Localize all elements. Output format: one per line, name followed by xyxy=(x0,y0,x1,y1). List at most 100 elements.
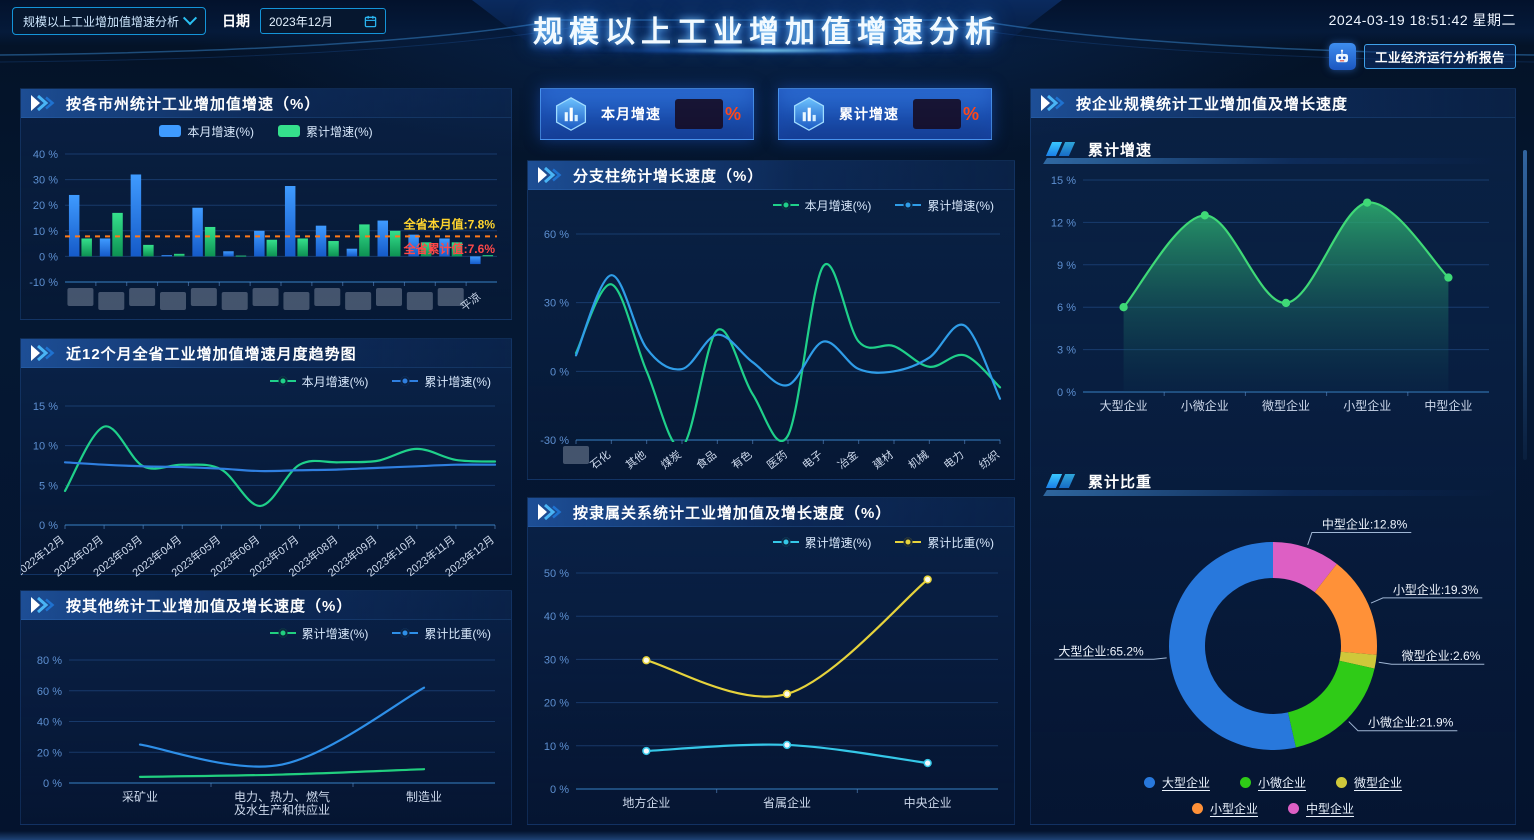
svg-text:80 %: 80 % xyxy=(37,655,62,667)
legend-label: 小微企业 xyxy=(1257,776,1306,790)
legend-item[interactable]: 中型企业 xyxy=(1288,800,1354,817)
panel-header: 按隶属关系统计工业增加值及增长速度（%） xyxy=(528,498,1014,527)
legend-dot xyxy=(1143,777,1155,788)
legend-label: 累计增速(%) xyxy=(424,374,491,389)
panel-title: 按其他统计工业增加值及增长速度（%） xyxy=(66,597,353,615)
legend-label: 中型企业 xyxy=(1306,802,1355,816)
legend-item[interactable]: 累计增速(%) xyxy=(895,197,994,214)
legend-marker xyxy=(895,541,922,543)
svg-text:20 %: 20 % xyxy=(544,698,569,710)
legend-item[interactable]: 本月增速(%) xyxy=(159,123,254,140)
legend-item[interactable]: 累计比重(%) xyxy=(895,534,994,551)
report-row: 工业经济运行分析报告 xyxy=(1328,43,1516,70)
pie-slice-小微企业[interactable] xyxy=(1287,660,1375,748)
svg-text:60 %: 60 % xyxy=(37,686,62,698)
svg-text:有色: 有色 xyxy=(729,447,755,472)
legend-item[interactable]: 累计比重(%) xyxy=(392,625,491,642)
report-type-select[interactable]: 规模以上工业增加值增速分析 xyxy=(12,7,206,35)
svg-text:全省累计值:7.6%: 全省累计值:7.6% xyxy=(403,241,496,256)
panel-arrow-icon xyxy=(31,345,55,361)
slash-icon xyxy=(1058,142,1076,156)
svg-text:40 %: 40 % xyxy=(33,149,58,161)
chevron-down-icon xyxy=(182,11,198,26)
legend-dot xyxy=(1191,803,1203,814)
legend-label: 大型企业 xyxy=(1161,776,1210,790)
report-button[interactable]: 工业经济运行分析报告 xyxy=(1363,44,1516,69)
panel-arrow-icon xyxy=(31,95,55,111)
bar-chart-icon xyxy=(553,96,589,132)
svg-text:电力: 电力 xyxy=(941,448,966,472)
bottom-glow xyxy=(0,831,1534,840)
svg-text:制造业: 制造业 xyxy=(406,790,442,804)
panel-title: 按企业规模统计工业增加值及增长速度 xyxy=(1076,95,1349,113)
header: 规模以上工业增加值增速分析 日期 2023年12月 规模以上工业增加值增速分析 xyxy=(0,0,1534,80)
legend-marker xyxy=(269,632,296,634)
legend-label: 本月增速(%) xyxy=(301,374,369,389)
panel-header: 分支柱统计增长速度（%） xyxy=(528,161,1014,190)
legend-marker xyxy=(392,632,419,634)
legend-item[interactable]: 小型企业 xyxy=(1191,800,1258,817)
pie-slice-小型企业[interactable] xyxy=(1314,563,1377,655)
svg-text:12 %: 12 % xyxy=(1051,217,1076,229)
svg-text:省属企业: 省属企业 xyxy=(763,795,811,810)
legend-label: 累计比重(%) xyxy=(424,626,491,641)
chart-legend: 本月增速(%) 累计增速(%) xyxy=(21,368,511,394)
legend-dot xyxy=(1239,777,1251,788)
legend-item[interactable]: 微型企业 xyxy=(1336,774,1402,791)
pie-slice-中型企业[interactable] xyxy=(1273,542,1337,593)
panel-arrow-icon xyxy=(538,167,562,183)
stat-card-monthly: 本月增速 % xyxy=(540,88,754,140)
right-edge-decoration xyxy=(1523,150,1527,460)
legend-label: 累计增速(%) xyxy=(306,124,373,139)
svg-text:30 %: 30 % xyxy=(544,298,569,310)
panel-header: 按各市州统计工业增加值增速（%） xyxy=(21,89,511,118)
legend-dot xyxy=(1336,777,1347,788)
date-value: 2023年12月 xyxy=(269,14,334,29)
legend-item[interactable]: 小微企业 xyxy=(1239,774,1306,791)
svg-text:15 %: 15 % xyxy=(33,401,58,413)
svg-text:煤炭: 煤炭 xyxy=(659,448,684,472)
datetime: 2024-03-19 18:51:42 星期二 xyxy=(1328,12,1516,28)
legend-label: 累计增速(%) xyxy=(804,535,872,550)
pie-slice-微型企业[interactable] xyxy=(1339,651,1377,669)
svg-text:20 %: 20 % xyxy=(33,200,58,212)
svg-text:15 %: 15 % xyxy=(1051,175,1076,187)
svg-text:电力、热力、燃气及水生产和供应业: 电力、热力、燃气及水生产和供应业 xyxy=(234,789,330,817)
header-right: 2024-03-19 18:51:42 星期二 工业经济运行分析报告 xyxy=(1329,10,1516,70)
svg-text:建材: 建材 xyxy=(870,447,896,472)
date-picker[interactable]: 2023年12月 xyxy=(260,8,386,34)
legend-label: 累计增速(%) xyxy=(927,198,994,213)
legend-marker xyxy=(392,380,419,382)
legend-item[interactable]: 累计增速(%) xyxy=(278,123,373,140)
redacted-value xyxy=(674,99,723,129)
section-title: 累计比重 xyxy=(1088,473,1153,491)
date-control: 日期 2023年12月 xyxy=(222,8,386,34)
svg-text:-10 %: -10 % xyxy=(29,277,58,289)
legend-item[interactable]: 大型企业 xyxy=(1143,774,1210,791)
legend-item[interactable]: 累计增速(%) xyxy=(772,534,872,551)
svg-text:食品: 食品 xyxy=(693,447,719,472)
panel-header: 按企业规模统计工业增加值及增长速度 xyxy=(1031,89,1515,118)
legend-item[interactable]: 本月增速(%) xyxy=(772,197,872,214)
select-value: 规模以上工业增加值增速分析 xyxy=(23,14,180,29)
svg-text:10 %: 10 % xyxy=(33,441,58,453)
legend-label: 本月增速(%) xyxy=(804,198,872,213)
svg-text:0 %: 0 % xyxy=(39,520,58,532)
legend-item[interactable]: 累计增速(%) xyxy=(392,373,491,390)
legend-item[interactable]: 本月增速(%) xyxy=(269,373,369,390)
legend-item[interactable]: 累计增速(%) xyxy=(269,625,368,642)
panel-monthly-trend: 近12个月全省工业增加值增速月度趋势图 本月增速(%) 累计增速(%) 15 % 1… xyxy=(12,338,512,580)
slash-icon xyxy=(1058,474,1076,488)
panel-city-growth: 按各市州统计工业增加值增速（%） 本月增速(%) 累计增速(%) 40 % 30 %… xyxy=(20,88,512,320)
stat-label: 累计增速 xyxy=(839,106,899,122)
svg-text:6 %: 6 % xyxy=(1057,302,1076,314)
pie-slice-大型企业[interactable] xyxy=(1169,542,1296,750)
svg-text:30 %: 30 % xyxy=(33,175,58,187)
page-title: 规模以上工业增加值增速分析 xyxy=(533,16,1001,49)
legend-label: 累计比重(%) xyxy=(927,535,994,550)
legend-label: 微型企业 xyxy=(1354,776,1403,790)
assistant-robot-icon[interactable] xyxy=(1328,43,1356,70)
svg-text:纺织: 纺织 xyxy=(976,447,1002,472)
legend-marker xyxy=(772,541,799,543)
